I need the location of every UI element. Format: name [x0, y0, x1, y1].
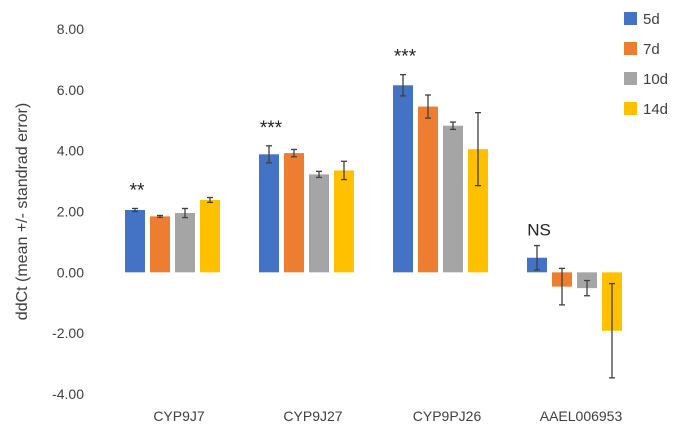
bar-7d-CYP9PJ26: [418, 106, 438, 273]
bar-10d-CYP9J27: [309, 174, 329, 273]
legend-swatch-5d: [624, 12, 637, 25]
legend-swatch-10d: [624, 72, 637, 85]
legend-label: 14d: [643, 101, 668, 118]
y-tick-label: 4.00: [57, 143, 84, 159]
bar-5d-CYP9J27: [259, 154, 279, 273]
y-axis-title: ddCt (mean +/- standrad error): [14, 103, 31, 320]
bar-7d-CYP9J7: [150, 216, 170, 273]
legend-swatch-7d: [624, 42, 637, 55]
bar-10d-CYP9PJ26: [443, 125, 463, 273]
bar-5d-CYP9J7: [125, 209, 145, 273]
category-label: CYP9J27: [283, 408, 342, 424]
bar-14d-CYP9PJ26: [468, 149, 488, 273]
y-tick-label: 6.00: [57, 82, 84, 98]
legend-label: 7d: [643, 41, 660, 58]
y-tick-label: 8.00: [57, 21, 84, 37]
legend-label: 5d: [643, 11, 660, 28]
significance-annotation: **: [130, 180, 145, 201]
category-label: CYP9PJ26: [413, 408, 482, 424]
category-label: AAEL006953: [540, 408, 623, 424]
bar-7d-CYP9J27: [284, 153, 304, 273]
y-tick-label: 2.00: [57, 204, 84, 220]
bar-14d-CYP9J7: [200, 199, 220, 273]
y-tick-label: 0.00: [57, 264, 84, 280]
legend-swatch-14d: [624, 102, 637, 115]
legend-label: 10d: [643, 71, 668, 88]
bar-10d-CYP9J7: [175, 213, 195, 273]
significance-annotation: ***: [394, 47, 417, 68]
y-tick-label: -2.00: [52, 325, 84, 341]
y-tick-label: -4.00: [52, 386, 84, 402]
significance-annotation: ***: [260, 118, 283, 139]
category-label: CYP9J7: [153, 408, 205, 424]
significance-annotation: NS: [527, 221, 551, 240]
bar-14d-CYP9J27: [334, 170, 354, 273]
bar-5d-CYP9PJ26: [393, 85, 413, 273]
